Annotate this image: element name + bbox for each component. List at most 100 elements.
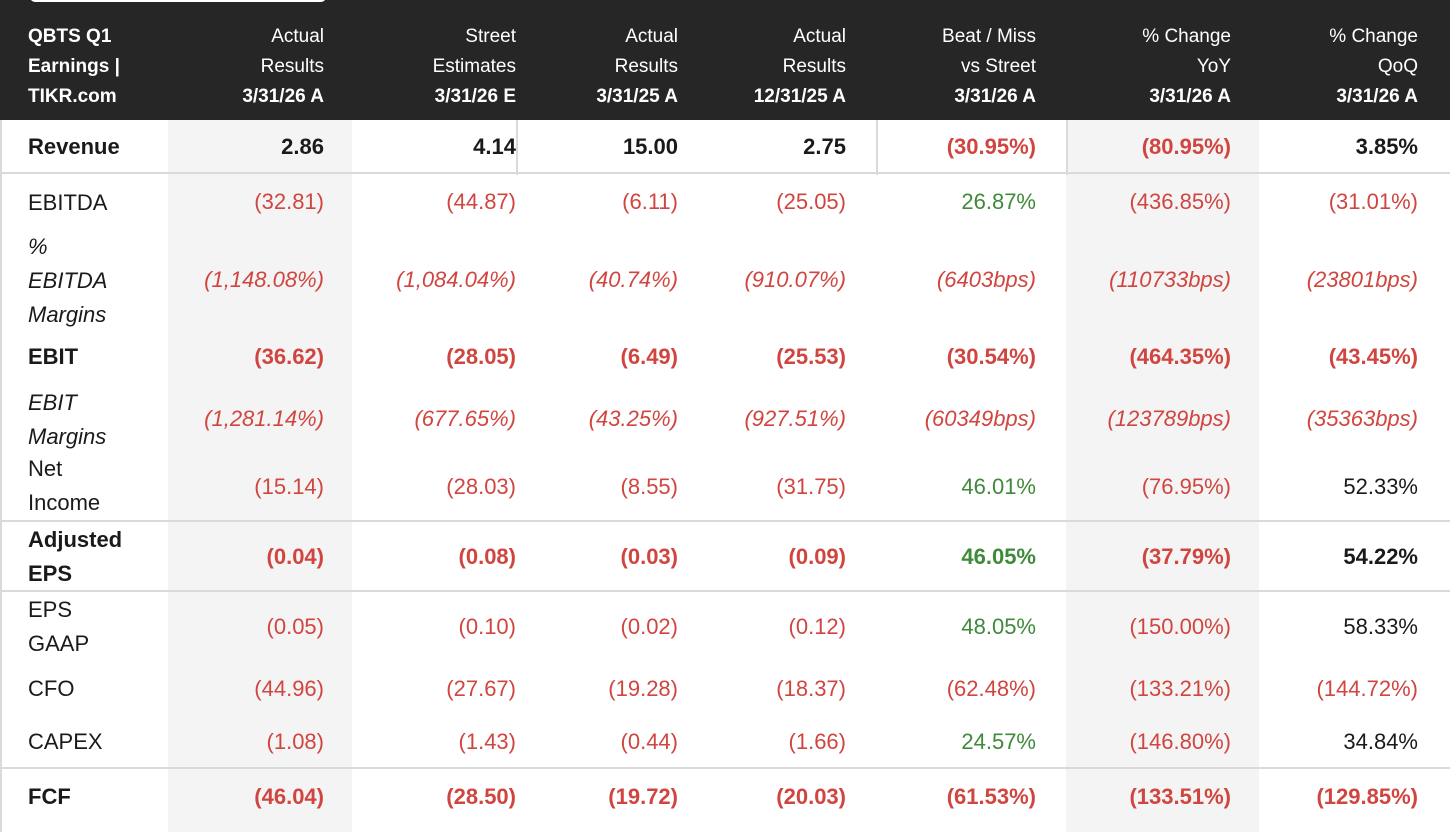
row-divider bbox=[0, 520, 1450, 522]
cell-cfo-col5: (62.48%) bbox=[946, 676, 1036, 701]
row-divider bbox=[0, 590, 1450, 592]
row-label-revenue: Revenue bbox=[28, 134, 120, 159]
column-header-1[interactable]: Actual Results 3/31/26 A bbox=[242, 22, 324, 112]
cell-net-income-col2: (28.03) bbox=[446, 474, 516, 499]
cell-ebit-col7: (43.45%) bbox=[1328, 344, 1418, 369]
cell-ebit-margins-col2: (677.65%) bbox=[414, 406, 516, 431]
cell-capex-col6: (146.80%) bbox=[1129, 729, 1231, 754]
cell-fcf-col2: (28.50) bbox=[446, 784, 516, 809]
column-header-label: Beat / Miss bbox=[942, 26, 1036, 47]
cell-ebitda-col2: (44.87) bbox=[446, 189, 516, 214]
cell-net-income-col6: (76.95%) bbox=[1141, 474, 1231, 499]
column-header-label: Street bbox=[465, 26, 516, 47]
cell-net-income-col1: (15.14) bbox=[254, 474, 324, 499]
cell-cfo-col4: (18.37) bbox=[776, 676, 846, 701]
cell-ebitda-col7: (31.01%) bbox=[1328, 189, 1418, 214]
cell-adjusted-eps-col6: (37.79%) bbox=[1141, 544, 1231, 569]
cell-ebit-margins-col3: (43.25%) bbox=[588, 406, 678, 431]
column-header-6[interactable]: % Change YoY 3/31/26 A bbox=[1142, 22, 1231, 112]
row-label-eps-gaap: EPS GAAP bbox=[28, 597, 90, 656]
cell-adjusted-eps-col2: (0.08) bbox=[458, 544, 516, 569]
cell-cfo-col7: (144.72%) bbox=[1316, 676, 1418, 701]
cell-net-income-col7: 52.33% bbox=[1343, 474, 1418, 499]
cell-eps-gaap-col1: (0.05) bbox=[266, 614, 324, 639]
column-header-label: Actual bbox=[271, 26, 324, 47]
cell-adjusted-eps-col5: 46.05% bbox=[961, 544, 1036, 569]
column-header-7[interactable]: % Change QoQ 3/31/26 A bbox=[1329, 22, 1418, 112]
cell-net-income-col5: 46.01% bbox=[961, 474, 1036, 499]
cell-fcf-col6: (133.51%) bbox=[1129, 784, 1231, 809]
cell-cfo-col2: (27.67) bbox=[446, 676, 516, 701]
cell-ebitda-margins-col6: (110733bps) bbox=[1109, 267, 1231, 292]
cell-ebitda-col5: 26.87% bbox=[961, 189, 1036, 214]
cell-revenue-col4: 2.75 bbox=[803, 134, 846, 159]
cell-ebit-margins-col5: (60349bps) bbox=[924, 406, 1036, 431]
cell-eps-gaap-col4: (0.12) bbox=[788, 614, 846, 639]
cell-eps-gaap-col3: (0.02) bbox=[620, 614, 678, 639]
cell-revenue-col1: 2.86 bbox=[281, 134, 324, 159]
column-header-5[interactable]: Beat / Miss vs Street 3/31/26 A bbox=[942, 22, 1036, 112]
cell-revenue-col5: (30.95%) bbox=[946, 134, 1036, 159]
cell-adjusted-eps-col7: 54.22% bbox=[1343, 544, 1418, 569]
cell-fcf-col3: (19.72) bbox=[608, 784, 678, 809]
column-header-label: YoY bbox=[1196, 56, 1231, 77]
cell-eps-gaap-col6: (150.00%) bbox=[1129, 614, 1231, 639]
row-label-adjusted-eps: Adjusted EPS bbox=[28, 527, 123, 586]
cell-ebitda-margins-col1: (1,148.08%) bbox=[204, 267, 324, 292]
cell-ebit-margins-col4: (927.51%) bbox=[744, 406, 846, 431]
cell-fcf-col5: (61.53%) bbox=[946, 784, 1036, 809]
cell-ebitda-margins-col3: (40.74%) bbox=[588, 267, 678, 292]
cell-ebitda-margins-col5: (6403bps) bbox=[936, 267, 1036, 292]
cell-net-income-col3: (8.55) bbox=[620, 474, 678, 499]
column-divider bbox=[1066, 120, 1068, 175]
column-header-date: 3/31/25 A bbox=[596, 86, 678, 107]
column-header-label: Actual bbox=[625, 26, 678, 47]
cell-revenue-col3: 15.00 bbox=[622, 134, 678, 159]
cell-ebitda-col4: (25.05) bbox=[776, 189, 846, 214]
cell-ebitda-margins-col2: (1,084.04%) bbox=[396, 267, 516, 292]
cell-cfo-col6: (133.21%) bbox=[1129, 676, 1231, 701]
row-label-ebitda: EBITDA bbox=[28, 190, 108, 215]
cell-ebit-col3: (6.49) bbox=[620, 344, 678, 369]
cell-capex-col7: 34.84% bbox=[1343, 729, 1418, 754]
cell-ebitda-col6: (436.85%) bbox=[1129, 189, 1231, 214]
cell-fcf-col7: (129.85%) bbox=[1316, 784, 1418, 809]
cell-net-income-col4: (31.75) bbox=[776, 474, 846, 499]
row-label-ebit-margins: EBIT Margins bbox=[28, 390, 107, 449]
left-border bbox=[0, 120, 2, 832]
shaded-column-2 bbox=[1066, 120, 1259, 832]
column-header-3[interactable]: Actual Results 3/31/25 A bbox=[596, 22, 678, 112]
cell-capex-col5: 24.57% bbox=[961, 729, 1036, 754]
shaded-column-1 bbox=[168, 120, 352, 832]
cell-cfo-col1: (44.96) bbox=[254, 676, 324, 701]
cell-ebit-col5: (30.54%) bbox=[946, 344, 1036, 369]
column-header-date: 12/31/25 A bbox=[753, 86, 846, 107]
column-header-label: Results bbox=[782, 56, 846, 77]
row-label-net-income: Net Income bbox=[28, 456, 101, 515]
cell-ebit-col2: (28.05) bbox=[446, 344, 516, 369]
cell-ebit-margins-col7: (35363bps) bbox=[1306, 406, 1418, 431]
cell-ebitda-col1: (32.81) bbox=[254, 189, 324, 214]
cell-eps-gaap-col7: 58.33% bbox=[1343, 614, 1418, 639]
column-header-2[interactable]: Street Estimates 3/31/26 E bbox=[433, 22, 516, 112]
column-header-label: Results bbox=[260, 56, 324, 77]
column-divider bbox=[876, 120, 878, 175]
row-divider bbox=[0, 172, 1450, 174]
cell-fcf-col4: (20.03) bbox=[776, 784, 846, 809]
column-header-label: vs Street bbox=[961, 56, 1036, 77]
cell-fcf-col1: (46.04) bbox=[254, 784, 324, 809]
cell-revenue-col2: 4.14 bbox=[473, 134, 516, 159]
row-label-fcf: FCF bbox=[28, 784, 71, 809]
cell-adjusted-eps-col1: (0.04) bbox=[266, 544, 324, 569]
cell-ebit-col4: (25.53) bbox=[776, 344, 846, 369]
column-header-4[interactable]: Actual Results 12/31/25 A bbox=[754, 22, 846, 112]
cell-ebitda-col3: (6.11) bbox=[622, 189, 678, 214]
cell-ebit-col6: (464.35%) bbox=[1129, 344, 1231, 369]
column-header-date: 3/31/26 A bbox=[242, 86, 324, 107]
header-tab-pill[interactable] bbox=[30, 0, 326, 2]
cell-eps-gaap-col5: 48.05% bbox=[961, 614, 1036, 639]
cell-ebit-col1: (36.62) bbox=[254, 344, 324, 369]
cell-ebit-margins-col6: (123789bps) bbox=[1107, 406, 1231, 431]
table-header-bar bbox=[0, 0, 1450, 120]
